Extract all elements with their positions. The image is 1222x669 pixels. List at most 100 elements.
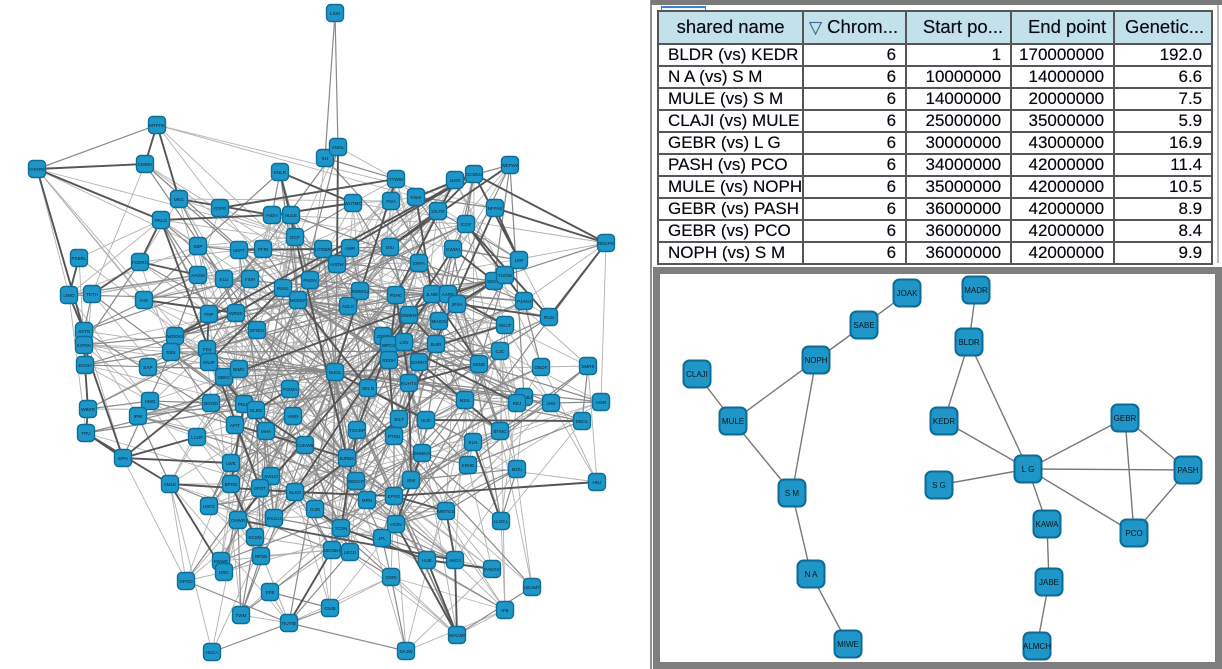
svg-text:NGCF: NGCF: [498, 323, 511, 328]
svg-text:FNP: FNP: [204, 312, 213, 317]
svg-text:OTAPD: OTAPD: [29, 167, 45, 172]
svg-text:HMO: HMO: [145, 399, 156, 404]
svg-text:LMIO: LMIO: [63, 293, 75, 298]
svg-text:DFBGI: DFBGI: [250, 328, 264, 333]
svg-text:SSND: SSND: [473, 362, 486, 367]
svg-text:TWM: TWM: [236, 613, 247, 618]
svg-text:EBS: EBS: [166, 350, 175, 355]
svg-text:IOLTR: IOLTR: [431, 209, 445, 214]
svg-text:MHA: MHA: [261, 429, 272, 434]
svg-text:KNJP: KNJP: [203, 360, 215, 365]
svg-text:NOPH: NOPH: [804, 356, 827, 365]
svg-text:SABE: SABE: [853, 321, 874, 330]
svg-text:IFB: IFB: [501, 608, 508, 613]
svg-text:HWN: HWN: [288, 414, 299, 419]
svg-text:HUCA: HUCA: [205, 650, 219, 655]
svg-text:KLU: KLU: [220, 277, 229, 282]
svg-text:SBP: SBP: [193, 244, 202, 249]
svg-text:OCMUJ: OCMUJ: [466, 172, 482, 177]
svg-text:S G: S G: [932, 481, 946, 490]
svg-text:IPW: IPW: [134, 414, 143, 419]
svg-text:KNWK: KNWK: [214, 559, 229, 564]
svg-text:KEDR: KEDR: [933, 417, 955, 426]
svg-text:GUIB: GUIB: [324, 606, 335, 611]
svg-text:SISOE: SISOE: [487, 279, 501, 284]
svg-text:FSIH: FSIH: [245, 277, 255, 282]
svg-text:PFRI: PFRI: [258, 247, 268, 252]
svg-text:PKLG: PKLG: [155, 218, 168, 223]
svg-text:MWTGS: MWTGS: [437, 509, 455, 514]
svg-text:BJRBK: BJRBK: [340, 456, 356, 461]
svg-text:RDDH: RDDH: [382, 358, 395, 363]
svg-text:HUE: HUE: [422, 558, 432, 563]
svg-text:JLKR: JLKR: [449, 178, 461, 183]
svg-text:OBKC: OBKC: [217, 375, 231, 380]
svg-text:GLBG: GLBG: [250, 408, 263, 413]
svg-text:HCIN: HCIN: [390, 522, 401, 527]
svg-text:PSBRL: PSBRL: [71, 256, 87, 261]
svg-text:AFIT: AFIT: [230, 423, 240, 428]
svg-text:S M: S M: [785, 489, 800, 498]
svg-text:IHS: IHS: [140, 298, 148, 303]
svg-text:PUKL: PUKL: [277, 286, 289, 291]
svg-text:UEAMT: UEAMT: [524, 585, 540, 590]
svg-text:DAJW: DAJW: [399, 649, 413, 654]
svg-text:SMI: SMI: [407, 478, 415, 483]
svg-text:BPOS: BPOS: [225, 482, 238, 487]
svg-text:RUTIB: RUTIB: [282, 621, 296, 626]
svg-text:RUIJ: RUIJ: [544, 315, 554, 320]
svg-text:WACMI: WACMI: [449, 633, 465, 638]
svg-text:HTEBR: HTEBR: [315, 247, 331, 252]
svg-text:FGPG: FGPG: [213, 206, 226, 211]
svg-text:LCHF: LCHF: [191, 435, 203, 440]
svg-text:ALMCH: ALMCH: [1023, 642, 1051, 651]
svg-text:PJANJ: PJANJ: [517, 299, 531, 304]
svg-text:LECD: LECD: [344, 550, 357, 555]
svg-text:GEBR: GEBR: [1114, 414, 1137, 423]
svg-text:ICGF: ICGF: [461, 222, 472, 227]
svg-text:ERFA: ERFA: [413, 261, 426, 266]
svg-text:EEKCP: EEKCP: [348, 479, 364, 484]
svg-text:PSHC: PSHC: [390, 293, 403, 298]
svg-text:SWLO: SWLO: [264, 474, 278, 479]
svg-text:GSRI: GSRI: [385, 575, 396, 580]
svg-text:CWMJ: CWMJ: [446, 247, 460, 252]
svg-text:AMLE: AMLE: [164, 482, 177, 487]
svg-text:JHG: JHG: [546, 401, 556, 406]
svg-text:LSN: LSN: [400, 340, 409, 345]
svg-text:WUTMC: WUTMC: [344, 201, 362, 206]
svg-text:JISTB: JISTB: [78, 329, 91, 334]
svg-text:MULE: MULE: [722, 417, 744, 426]
svg-text:AAGM: AAGM: [191, 273, 205, 278]
svg-text:FGIMA: FGIMA: [283, 387, 298, 392]
svg-text:BLDR: BLDR: [958, 338, 980, 347]
svg-text:UEOBH: UEOBH: [324, 548, 340, 553]
svg-text:LKP: LKP: [515, 258, 524, 263]
svg-text:WRSK: WRSK: [229, 311, 244, 316]
svg-text:PASH: PASH: [1177, 466, 1198, 475]
svg-text:SMRK: SMRK: [581, 364, 595, 369]
svg-text:BIMC: BIMC: [233, 367, 245, 372]
svg-text:WPCO: WPCO: [382, 343, 397, 348]
svg-text:JOAK: JOAK: [897, 289, 919, 298]
svg-text:BUIR: BUIR: [431, 342, 443, 347]
svg-text:SKLN: SKLN: [362, 386, 374, 391]
svg-text:AMR: AMR: [345, 246, 356, 251]
svg-text:WBSR: WBSR: [81, 407, 95, 412]
svg-text:AKDJ: AKDJ: [449, 558, 461, 563]
svg-text:PMJK: PMJK: [238, 402, 251, 407]
svg-text:HIGH: HIGH: [266, 213, 277, 218]
svg-text:HNJ: HNJ: [593, 480, 602, 485]
svg-text:FDJ: FDJ: [203, 347, 211, 352]
svg-text:GGRHT: GGRHT: [411, 360, 428, 365]
svg-text:IUPGK: IUPGK: [77, 343, 92, 348]
svg-text:MSIL: MSIL: [460, 398, 471, 403]
svg-text:EFB: EFB: [266, 590, 275, 595]
svg-text:DHWUA: DHWUA: [413, 451, 431, 456]
svg-text:CJC: CJC: [496, 349, 506, 354]
svg-text:HULE: HULE: [285, 213, 297, 218]
svg-text:EPSG: EPSG: [388, 494, 401, 499]
svg-text:USFC: USFC: [203, 504, 216, 509]
svg-text:ASLG: ASLG: [342, 304, 355, 309]
svg-text:SNMHF: SNMHF: [401, 313, 418, 318]
